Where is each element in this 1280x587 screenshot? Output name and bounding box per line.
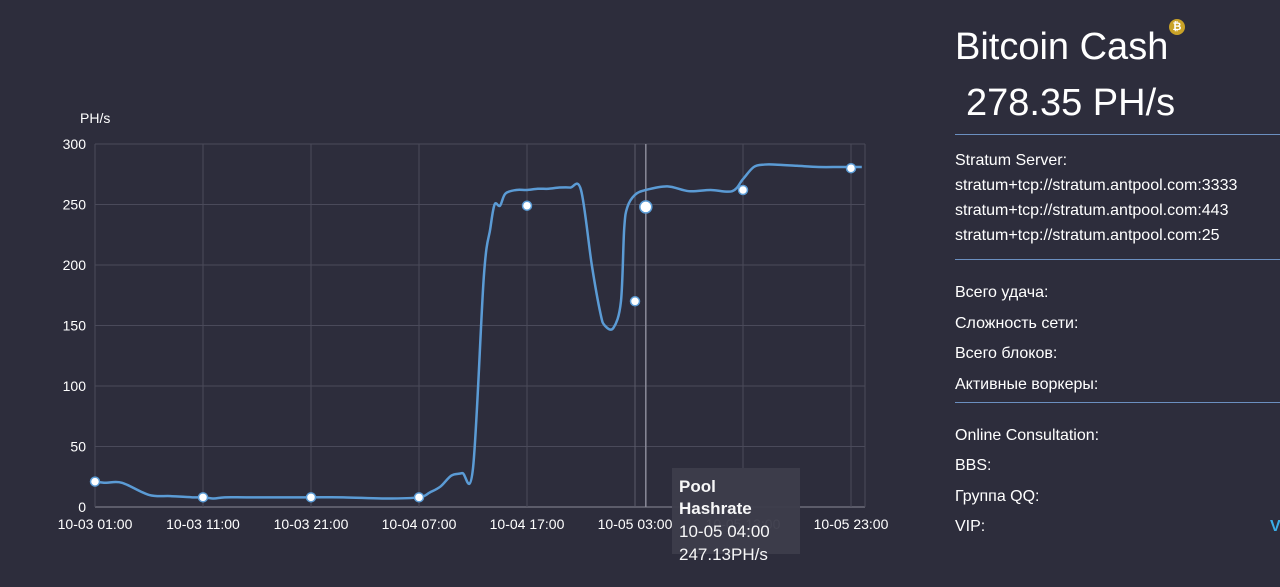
data-point[interactable] — [305, 492, 317, 503]
x-tick-label: 10-03 21:00 — [274, 516, 349, 532]
data-point[interactable] — [197, 492, 209, 503]
pool-info-panel: Bitcoin Cash ₿ 278.35 PH/s Stratum Serve… — [955, 0, 1280, 587]
vip-label: VIP: — [955, 518, 986, 535]
y-tick-label: 300 — [63, 136, 87, 152]
network-difficulty-label: Сложность сети: — [955, 315, 1079, 332]
x-tick-label: 10-03 11:00 — [166, 516, 240, 532]
data-point[interactable] — [737, 184, 749, 196]
pool-hashrate-value: 278.35 PH/s — [966, 82, 1176, 124]
series-line-pool-hashrate — [94, 163, 862, 500]
tooltip-time: 10-05 04:00 — [679, 522, 770, 541]
data-point[interactable] — [639, 200, 653, 214]
y-tick-label: 50 — [70, 439, 86, 455]
total-blocks-label: Всего блоков: — [955, 345, 1058, 362]
qq-group-label: Группа QQ: — [955, 488, 1040, 505]
online-consultation-label: Online Consultation: — [955, 427, 1100, 444]
divider — [955, 259, 1280, 260]
stratum-server-2[interactable]: stratum+tcp://stratum.antpool.com:443 — [955, 202, 1229, 219]
stratum-server-1[interactable]: stratum+tcp://stratum.antpool.com:3333 — [955, 177, 1238, 194]
y-axis-label: PH/s — [80, 110, 110, 126]
x-tick-label: 10-03 01:00 — [58, 516, 133, 532]
bitcoin-cash-coin-icon: ₿ — [1169, 19, 1185, 35]
data-point[interactable] — [89, 476, 101, 487]
x-tick-label: 10-04 17:00 — [490, 516, 565, 532]
y-tick-label: 150 — [63, 318, 87, 334]
bbs-label: BBS: — [955, 457, 992, 474]
divider — [955, 402, 1280, 403]
stratum-server-3[interactable]: stratum+tcp://stratum.antpool.com:25 — [955, 227, 1220, 244]
data-point[interactable] — [845, 162, 857, 174]
tooltip-value: 247.13PH/s — [679, 545, 768, 564]
x-tick-label: 10-05 23:00 — [814, 516, 889, 532]
series-line-layer — [94, 163, 862, 500]
tooltip-title: Pool Hashrate — [679, 477, 752, 518]
y-tick-label: 0 — [78, 499, 86, 515]
chart-tooltip: Pool Hashrate 10-05 04:00 247.13PH/s — [672, 468, 800, 564]
series-markers — [89, 162, 857, 503]
coin-name: Bitcoin Cash — [955, 26, 1169, 68]
data-point[interactable] — [521, 200, 533, 211]
y-tick-label: 250 — [63, 197, 87, 213]
vip-link[interactable]: V — [1270, 518, 1280, 535]
y-tick-label: 100 — [63, 378, 87, 394]
active-workers-label: Активные воркеры: — [955, 376, 1099, 393]
total-luck-label: Всего удача: — [955, 284, 1049, 301]
x-tick-label: 10-05 03:00 — [598, 516, 673, 532]
data-point[interactable] — [629, 296, 641, 307]
x-tick-label: 10-04 07:00 — [382, 516, 457, 532]
coin-header: Bitcoin Cash ₿ — [955, 19, 1185, 72]
data-point[interactable] — [413, 492, 425, 503]
stratum-label: Stratum Server: — [955, 152, 1068, 169]
divider — [955, 134, 1280, 135]
y-tick-label: 200 — [63, 257, 87, 273]
